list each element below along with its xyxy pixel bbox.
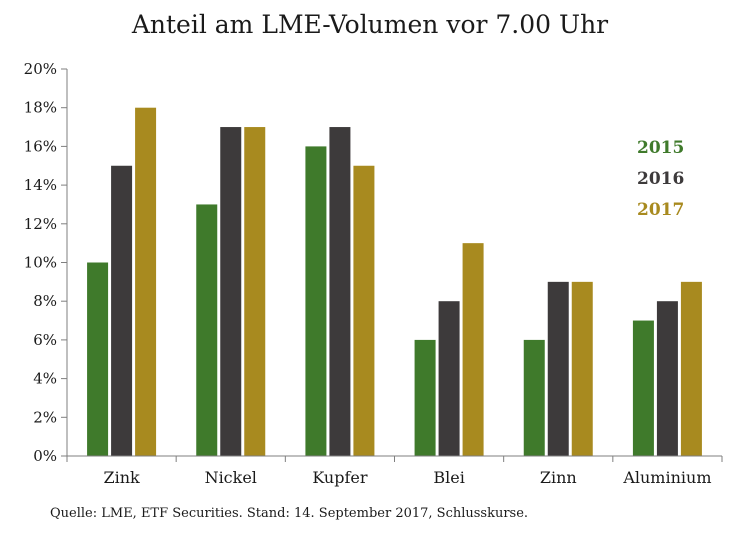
y-tick-label: 12% bbox=[24, 215, 57, 233]
x-tick-label: Nickel bbox=[205, 468, 257, 487]
x-tick-label: Kupfer bbox=[312, 468, 368, 487]
bar-2016-kupfer bbox=[329, 127, 351, 457]
y-tick-label: 6% bbox=[33, 331, 57, 349]
bar-2016-blei bbox=[438, 301, 460, 456]
source-note: Quelle: LME, ETF Securities. Stand: 14. … bbox=[50, 506, 528, 521]
y-tick-label: 10% bbox=[24, 254, 57, 272]
bar-2016-nickel bbox=[220, 127, 242, 457]
bar-2015-nickel bbox=[196, 204, 218, 456]
y-tick-label: 4% bbox=[33, 370, 57, 388]
bar-2015-blei bbox=[414, 339, 436, 456]
x-tick-label: Zinn bbox=[540, 468, 577, 487]
y-tick-label: 20% bbox=[24, 60, 57, 78]
bar-2017-aluminium bbox=[680, 281, 702, 456]
y-tick-label: 2% bbox=[33, 408, 57, 426]
legend-entry-2015: 2015 bbox=[637, 138, 684, 158]
y-tick-label: 8% bbox=[33, 292, 57, 310]
bar-2015-zinn bbox=[523, 339, 545, 456]
bar-2017-blei bbox=[462, 243, 484, 456]
bar-2015-kupfer bbox=[305, 146, 327, 456]
y-tick-label: 0% bbox=[33, 447, 57, 465]
x-tick-label: Aluminium bbox=[622, 468, 711, 487]
y-tick-label: 14% bbox=[24, 176, 57, 194]
chart-title: Anteil am LME-Volumen vor 7.00 Uhr bbox=[131, 10, 608, 39]
bar-2017-zink bbox=[135, 107, 157, 456]
y-axis: 0% 2% 4% 6% 8% 10% 12% 14% 16% 18% 20% bbox=[24, 60, 68, 465]
x-tick-label: Blei bbox=[433, 468, 464, 487]
y-tick-label: 18% bbox=[24, 99, 57, 117]
bar-2016-aluminium bbox=[656, 301, 678, 456]
y-tick-label: 16% bbox=[24, 137, 57, 155]
bars bbox=[87, 107, 702, 457]
x-tick-label: Zink bbox=[103, 468, 140, 487]
bar-2016-zinn bbox=[547, 281, 569, 456]
bar-2016-zink bbox=[111, 165, 133, 456]
bar-2017-kupfer bbox=[353, 165, 375, 456]
bar-2015-zink bbox=[87, 262, 109, 456]
bar-2017-zinn bbox=[571, 281, 593, 456]
legend-entry-2016: 2016 bbox=[637, 169, 684, 189]
x-axis: Zink Nickel Kupfer Blei Zinn Aluminium bbox=[66, 455, 723, 487]
legend: 2015 2016 2017 bbox=[637, 138, 684, 220]
bar-2015-aluminium bbox=[632, 320, 654, 456]
legend-entry-2017: 2017 bbox=[637, 200, 684, 220]
bar-2017-nickel bbox=[244, 127, 266, 457]
